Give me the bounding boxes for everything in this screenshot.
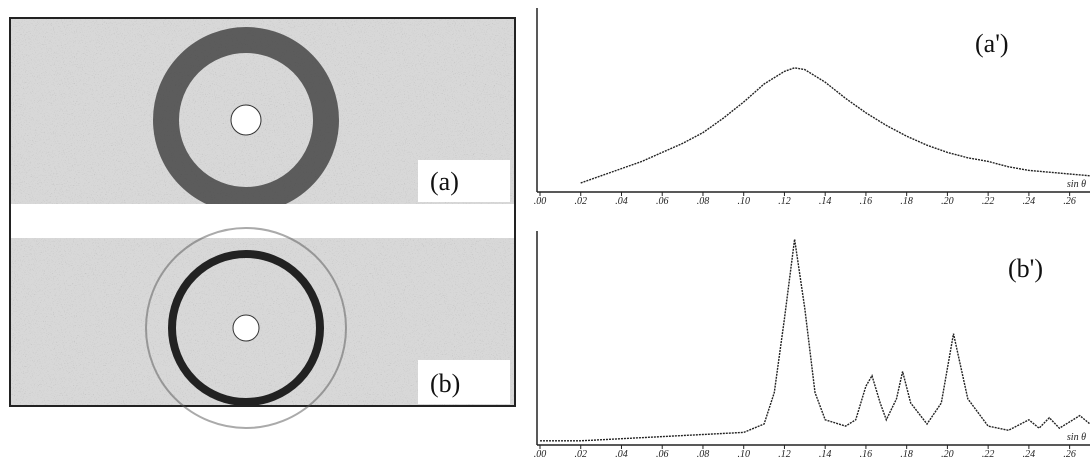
faint-ring: [145, 227, 347, 429]
x-tick-label: .18: [900, 449, 913, 459]
x-tick-label: .24: [1023, 449, 1036, 459]
x-tick-label: .24: [1023, 196, 1036, 207]
beam-spot: [232, 314, 260, 342]
x-tick-label: .18: [900, 196, 913, 207]
data-line: [540, 239, 1091, 442]
x-tick-label: .08: [697, 196, 710, 207]
x-tick-label: .20: [941, 196, 954, 207]
x-axis-label: sin θ: [1067, 179, 1086, 190]
x-tick-label: .14: [819, 196, 832, 207]
x-tick-label: .00: [534, 449, 547, 459]
label-box: [418, 160, 510, 202]
x-tick-label: .12: [778, 196, 791, 207]
x-tick-label: .00: [534, 196, 547, 207]
x-tick-label: .16: [860, 449, 873, 459]
x-tick-label: .10: [737, 196, 750, 207]
panel-label: (b'): [1008, 254, 1043, 283]
image-label: (a): [430, 167, 459, 196]
data-line: [580, 67, 1091, 184]
x-tick-label: .14: [819, 449, 832, 459]
x-tick-label: .08: [697, 449, 710, 459]
x-tick-label: .12: [778, 449, 791, 459]
diffuse-ring: [153, 27, 339, 213]
panel-label: (a'): [975, 29, 1009, 58]
image-label: (b): [430, 369, 460, 398]
separator: [11, 204, 514, 238]
x-tick-label: .04: [615, 449, 628, 459]
sharp-ring: [168, 250, 324, 406]
x-tick-label: .06: [656, 196, 669, 207]
beam-spot: [230, 104, 262, 136]
x-tick-label: .02: [574, 196, 587, 207]
x-tick-label: .02: [574, 449, 587, 459]
diffraction-images: (a) (b): [9, 17, 516, 429]
x-tick-label: .20: [941, 449, 954, 459]
x-tick-label: .04: [615, 196, 628, 207]
x-tick-label: .26: [1063, 449, 1076, 459]
x-tick-label: .06: [656, 449, 669, 459]
x-axis-label: sin θ: [1067, 432, 1086, 443]
x-tick-label: .16: [860, 196, 873, 207]
x-tick-label: .22: [982, 196, 995, 207]
label-box: [418, 360, 510, 404]
x-tick-label: .26: [1063, 196, 1076, 207]
x-tick-label: .22: [982, 449, 995, 459]
x-tick-label: .10: [737, 449, 750, 459]
charts: .00 .02 .04 .06 .08 .10 .12 .14 .16 .18 .20 .22 .24.…: [534, 8, 1091, 459]
